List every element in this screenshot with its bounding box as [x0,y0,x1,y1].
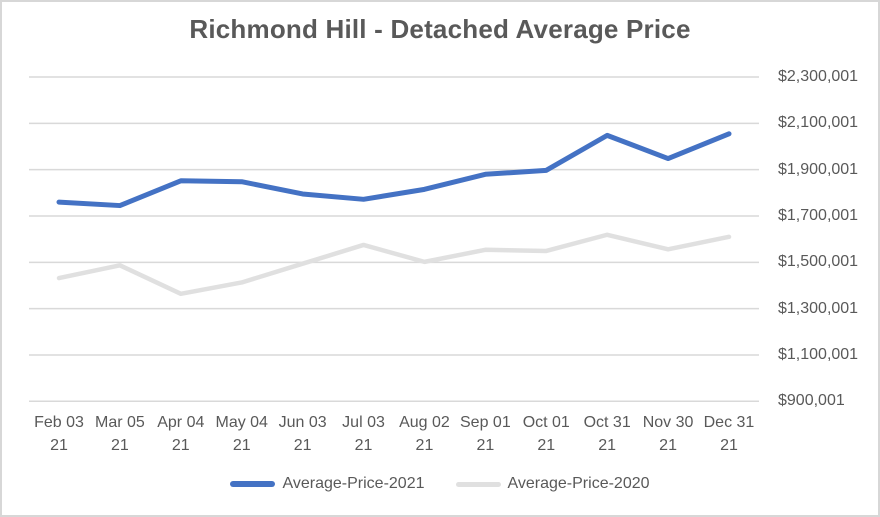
y-tick-label: $2,100,001 [778,114,859,132]
y-tick-label: $900,001 [778,392,845,410]
x-tick-label: Jul 03 21 [342,414,385,454]
x-tick-label: Dec 31 21 [703,414,755,454]
legend-label-2021: Average-Price-2021 [282,475,425,492]
y-tick-label: $1,700,001 [778,206,859,224]
x-tick-label: Mar 05 21 [95,414,145,454]
x-tick-label: Feb 03 21 [34,414,84,454]
legend-item-2020: Average-Price-2020 [455,475,650,493]
x-tick-label: Nov 30 21 [642,414,694,454]
legend-item-2021: Average-Price-2021 [230,475,425,493]
series-line-2020 [56,232,732,297]
x-tick-label: May 04 21 [215,414,268,454]
y-tick-label: $2,300,001 [778,68,859,85]
chart-title: Richmond Hill - Detached Average Price [189,14,691,44]
y-tick-label: $1,100,001 [778,345,859,363]
legend-swatch-2020 [455,481,501,487]
legend: Average-Price-2021 Average-Price-2020 [2,475,878,493]
y-tick-label: $1,300,001 [778,299,859,317]
x-tick-label: Oct 01 21 [522,414,570,454]
plot-area [29,76,759,403]
series-line-2021 [56,131,732,209]
x-tick-label: Aug 02 21 [399,414,450,454]
legend-label-2020: Average-Price-2020 [507,475,650,492]
y-tick-label: $1,500,001 [778,253,859,271]
x-tick-label: Jun 03 21 [278,414,327,454]
x-tick-label: Apr 04 21 [157,414,205,454]
x-tick-label: Sep 01 21 [460,414,511,454]
legend-swatch-2021 [230,481,276,487]
y-tick-label: $1,900,001 [778,160,859,178]
x-tick-label: Oct 31 21 [583,414,631,454]
